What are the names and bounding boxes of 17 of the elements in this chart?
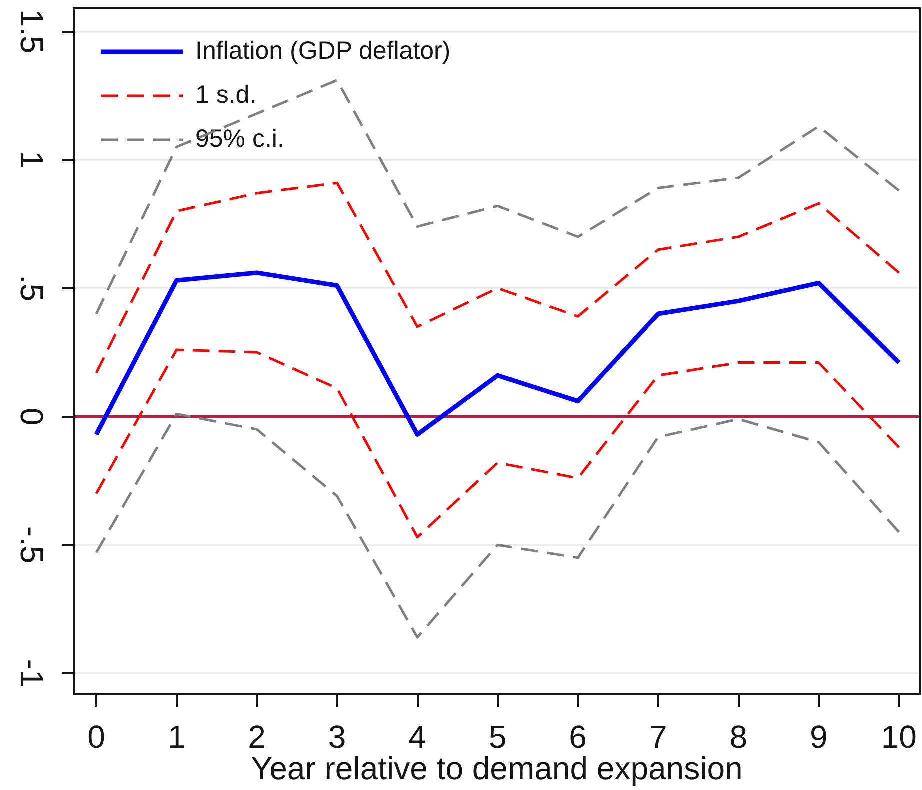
line-series [95, 79, 900, 316]
line-series [95, 412, 900, 639]
x-tick-label: 0 [88, 719, 106, 756]
x-tick-label: 10 [881, 719, 917, 756]
x-tick-label: 1 [168, 719, 186, 756]
y-tick-label: 0 [14, 408, 50, 426]
y-tick-label: 1.5 [14, 9, 50, 54]
y-tick-label: 1 [14, 151, 50, 169]
x-tick-label: 9 [810, 719, 828, 756]
y-tick-label: -1 [14, 659, 50, 688]
legend-label: 95% c.i. [196, 124, 284, 153]
y-tick-label: -.5 [14, 526, 50, 564]
legend-label: Inflation (GDP deflator) [196, 36, 451, 65]
legend-label: 1 s.d. [196, 80, 257, 109]
line-series [95, 348, 900, 539]
y-tick-label: .5 [14, 275, 50, 302]
line-series [95, 182, 900, 374]
